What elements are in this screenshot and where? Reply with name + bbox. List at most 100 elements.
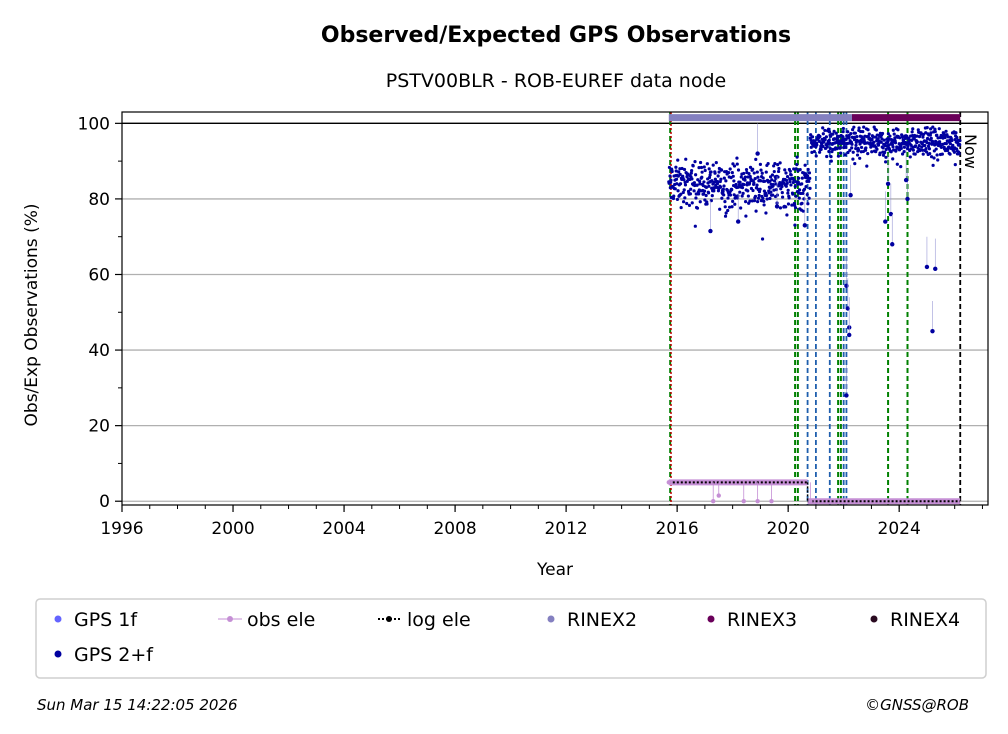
gps-2f-point: [802, 187, 807, 191]
gps-2f-point: [677, 170, 681, 174]
gps-2f-point: [899, 144, 903, 148]
gps-2f-point: [858, 156, 862, 160]
now-label: Now: [961, 134, 980, 169]
gps-2f-outlier: [844, 393, 849, 398]
obs-ele-point: [666, 480, 672, 485]
gps-2f-point: [722, 184, 726, 188]
gps-2f-point: [738, 180, 742, 184]
gps-2f-point: [925, 136, 930, 141]
gps-2f-point: [916, 128, 920, 132]
gps-2f-point: [846, 150, 850, 155]
gps-2f-point: [707, 184, 711, 188]
gps-2f-point: [925, 126, 929, 130]
gps-2f-point: [884, 147, 888, 152]
gps-2f-point: [674, 165, 678, 169]
x-tick-label: 2020: [767, 519, 810, 539]
y-tick-label: 20: [88, 417, 110, 437]
gps-2f-point: [794, 194, 798, 198]
gps-2f-point: [815, 143, 819, 147]
legend: GPS 1f obs ele log ele RINEX2 RINEX3 RINEX4 GP…: [54, 609, 960, 666]
gps-2f-point: [915, 134, 919, 138]
gps-2f-point: [705, 202, 709, 206]
axes: 1996 2000 2004 2008 2012 2016 2020 2024 0 20 40 60 8…: [78, 114, 983, 539]
gps-2f-point: [671, 196, 676, 201]
gps-2f-point: [874, 128, 878, 132]
gps-2f-point: [822, 140, 826, 144]
x-tick-label: 2016: [655, 519, 698, 539]
chart-subtitle: PSTV00BLR - ROB-EUREF data node: [386, 70, 726, 92]
gps-2f-point: [741, 191, 745, 195]
gps-2f-point: [827, 149, 831, 154]
gps-2f-point: [880, 131, 885, 136]
gps-2f-point: [722, 176, 726, 180]
gps-2f-point: [787, 196, 791, 200]
gps-2f-point: [682, 178, 686, 182]
gps-2f-point: [778, 206, 783, 210]
gps-2f-point: [684, 157, 688, 161]
gps-2f-point: [834, 131, 838, 135]
gps-2f-point: [685, 179, 689, 183]
gps-2f-point: [748, 165, 753, 170]
gps-2f-point: [726, 196, 730, 200]
gps-2f-point: [716, 174, 720, 178]
gps-2f-point: [682, 188, 686, 192]
legend-marker: [870, 615, 878, 623]
gps-2f-point: [756, 196, 761, 200]
gps-2f-point: [800, 182, 804, 186]
gps-2f-point: [931, 125, 935, 129]
gps-2f-point: [797, 176, 801, 180]
gps-2f-point: [784, 184, 788, 188]
gps-2f-point: [923, 143, 927, 148]
gps-2f-point: [792, 167, 796, 171]
gps-2f-point: [927, 147, 932, 151]
gps-2f-point: [940, 152, 944, 156]
gps-2f-point: [827, 138, 831, 142]
gps-2f-point: [722, 193, 726, 197]
gps-2f-point: [848, 148, 852, 152]
gps-2f-point: [694, 173, 698, 177]
gps-2f-point: [746, 189, 750, 193]
gps-2f-point: [742, 182, 746, 187]
gps-2f-point: [957, 152, 961, 156]
gps-2f-point: [836, 154, 841, 158]
gps-2f-point: [728, 167, 732, 171]
gps-2f-point: [718, 207, 722, 211]
gps-2f-point: [668, 174, 672, 178]
legend-label: RINEX3: [727, 609, 797, 631]
gps-2f-point: [719, 177, 723, 181]
gps-2f-point: [805, 192, 809, 197]
gps-2f-point: [852, 125, 856, 129]
gps-2f-point: [800, 176, 804, 180]
gps-2f-point: [766, 161, 770, 166]
gps-2f-point: [821, 132, 825, 136]
gps-2f-point: [760, 171, 764, 175]
gps-2f-point: [868, 141, 872, 145]
gps-2f-point: [682, 200, 686, 204]
gps-2f-point: [674, 177, 679, 181]
gps-2f-point: [952, 150, 956, 154]
gps-2f-point: [867, 132, 871, 136]
gps-2f-point: [927, 141, 931, 146]
legend-box: [35, 598, 987, 679]
gps-2f-point: [879, 140, 883, 144]
x-tick-label: 2012: [544, 519, 587, 539]
gps-2f-point: [748, 174, 752, 179]
gps-2f-point: [819, 147, 823, 151]
gps-2f-point: [921, 135, 925, 139]
gps-2f-point: [706, 191, 711, 195]
gps-2f-point: [935, 133, 939, 137]
gps-2f-point: [772, 188, 776, 192]
gps-2f-point: [850, 142, 854, 146]
gps-2f-point: [855, 135, 859, 139]
gps-2f-point: [851, 127, 855, 132]
gps-2f-point: [807, 196, 811, 200]
gps-2f-point: [837, 142, 841, 146]
gps-2f-point: [759, 199, 763, 203]
gps-2f-point: [707, 167, 711, 171]
gps-2f-point: [778, 161, 782, 165]
legend-label: GPS 1f: [74, 609, 138, 631]
gps-2f-point: [853, 131, 857, 135]
gps-2f-point: [670, 169, 674, 174]
gps-2f-point: [798, 167, 802, 172]
